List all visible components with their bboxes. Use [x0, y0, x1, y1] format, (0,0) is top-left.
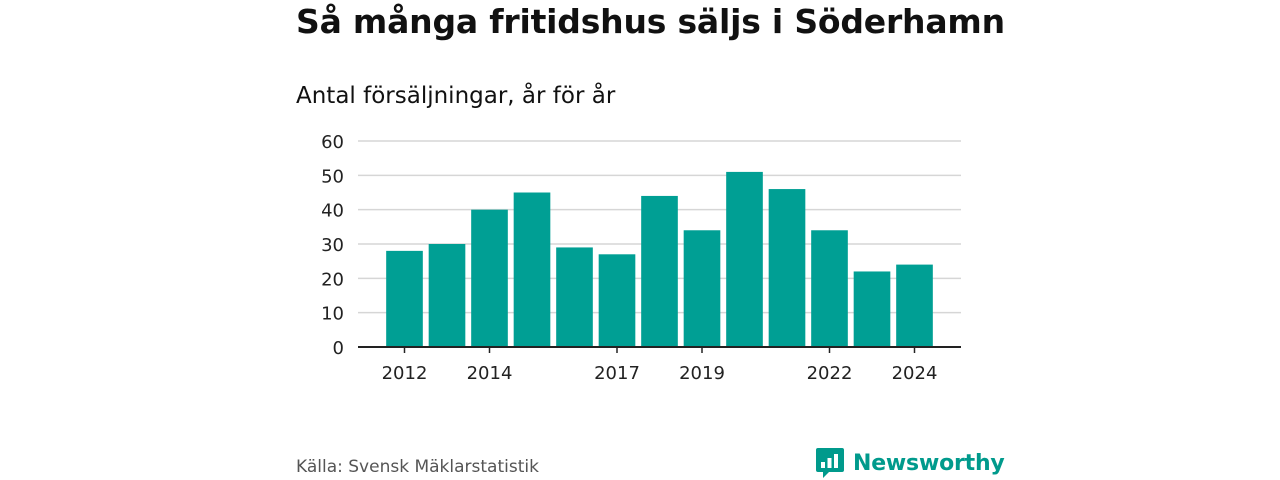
bar-2022 — [811, 230, 848, 347]
bar-2015 — [513, 192, 551, 347]
bar-2024 — [896, 264, 933, 347]
y-tick-label: 50 — [321, 166, 344, 187]
x-tick-label: 2012 — [382, 363, 428, 384]
brand-name: Newsworthy — [853, 450, 1005, 476]
x-tick-label: 2024 — [892, 363, 938, 384]
bar-2021 — [768, 189, 806, 347]
bar-2023 — [853, 271, 891, 347]
bar-2013 — [428, 244, 466, 347]
source-note: Källa: Svensk Mäklarstatistik — [296, 457, 539, 477]
chart-subtitle: Antal försäljningar, år för år — [296, 83, 616, 109]
bar-2018 — [641, 195, 678, 347]
y-tick-label: 20 — [321, 269, 344, 290]
bars — [386, 171, 933, 347]
y-tick-label: 0 — [333, 338, 344, 359]
bar-2014 — [471, 209, 508, 347]
x-tick-label: 2014 — [467, 363, 513, 384]
newsworthy-logo[interactable]: Newsworthy — [815, 446, 1005, 480]
x-tick-label: 2019 — [679, 363, 725, 384]
y-tick-label: 30 — [321, 235, 344, 256]
x-axis: 2012 2014 2017 2019 2022 2024 — [358, 346, 961, 384]
y-tick-label: 10 — [321, 304, 344, 325]
bar-2016 — [556, 247, 593, 347]
y-axis: 0 10 20 30 40 50 60 — [321, 132, 344, 359]
x-tick-label: 2017 — [594, 363, 640, 384]
chart-icon — [816, 448, 844, 478]
y-tick-label: 60 — [321, 132, 344, 153]
bar-2017 — [598, 254, 636, 347]
bar-2019 — [683, 230, 721, 347]
chart-title: Så många fritidshus säljs i Söderhamn — [296, 2, 1005, 41]
bar-2012 — [386, 250, 423, 347]
y-tick-label: 40 — [321, 201, 344, 222]
x-tick-label: 2022 — [807, 363, 853, 384]
bar-2020 — [726, 171, 763, 347]
